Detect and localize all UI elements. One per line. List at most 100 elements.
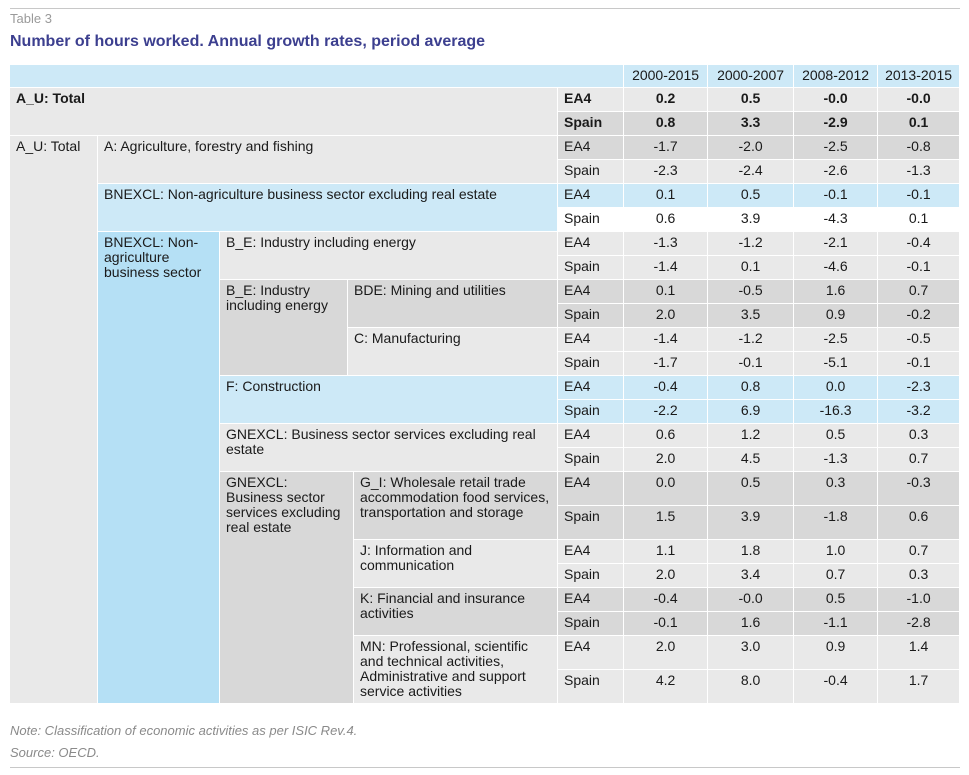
region-cell: Spain [558,208,625,232]
value-cell: -0.3 [878,472,961,506]
region-cell: EA4 [558,184,625,208]
value-cell: -0.5 [708,280,795,304]
value-cell: 0.7 [878,448,961,472]
table-row: BNEXCL: Non-agriculture business sector … [10,184,961,232]
value-cell: 1.7 [878,670,961,704]
value-cell: 1.1 [624,540,709,564]
region-cell: Spain [558,352,625,376]
region-cell: Spain [558,506,625,540]
value-cell: 0.1 [624,280,709,304]
value-cell: 3.5 [708,304,795,328]
table-title: Number of hours worked. Annual growth ra… [10,33,486,50]
region-cell: EA4 [558,328,625,352]
value-cell: 0.5 [708,184,795,208]
table-row: MN: Professional, scientific and technic… [10,636,961,704]
region-cell: EA4 [558,424,625,448]
value-cell: 0.3 [794,472,879,506]
table-row: K: Financial and insurance activities EA… [10,588,961,636]
value-cell: 0.1 [878,112,961,136]
value-cell: -0.1 [794,184,879,208]
column-header: 2013-2015 [878,65,961,88]
region-cell: Spain [558,612,625,636]
value-cell: -1.7 [624,352,709,376]
value-cell: -0.2 [878,304,961,328]
value-cell: -2.3 [878,376,961,400]
value-cell: -1.3 [794,448,879,472]
value-cell: 0.7 [794,564,879,588]
value-cell: 2.0 [624,448,709,472]
row-label-gnexcl: GNEXCL: Business sector services excludi… [220,424,558,472]
value-cell: -2.8 [878,612,961,636]
region-cell: EA4 [558,588,625,612]
value-cell: -0.1 [878,352,961,376]
row-label-a-u-total-outer: A_U: Total [10,136,98,704]
value-cell: 6.9 [708,400,795,424]
region-cell: EA4 [558,232,625,256]
value-cell: 0.7 [878,280,961,304]
value-cell: 0.5 [708,88,795,112]
value-cell: -0.0 [708,588,795,612]
region-cell: EA4 [558,472,625,506]
region-cell: EA4 [558,376,625,400]
value-cell: 0.2 [624,88,709,112]
table-row: F: Construction EA4 -0.4 0.8 0.0 -2.3 [10,376,961,424]
table-row: A_U: Total A: Agriculture, forestry and … [10,136,961,704]
value-cell: 1.4 [878,636,961,670]
value-cell: 4.2 [624,670,709,704]
table-row: A_U: Total EA4 0.2 0.5 -0.0 -0.0 [10,88,961,136]
value-cell: -0.1 [708,352,795,376]
value-cell: 0.5 [708,472,795,506]
region-cell: Spain [558,448,625,472]
value-cell: 2.0 [624,304,709,328]
value-cell: -0.1 [878,184,961,208]
row-label-bde: BDE: Mining and utilities [348,280,558,328]
region-cell: Spain [558,564,625,588]
value-cell: -1.4 [624,256,709,280]
value-cell: -0.8 [878,136,961,160]
value-cell: 1.5 [624,506,709,540]
region-cell: EA4 [558,540,625,564]
value-cell: 0.8 [708,376,795,400]
row-label-information: J: Information and communication [354,540,558,588]
value-cell: 0.3 [878,424,961,448]
row-label-b-e-group: B_E: Industry including energy [220,280,348,376]
row-label-b-e: B_E: Industry including energy [220,232,558,280]
table-row: GNEXCL: Business sector services excludi… [10,424,961,472]
row-label-bnexcl-group: BNEXCL: Non-agriculture business sector [98,232,220,704]
value-cell: -16.3 [794,400,879,424]
value-cell: 0.5 [794,588,879,612]
value-cell: 0.3 [878,564,961,588]
value-cell: -4.3 [794,208,879,232]
table-caption: Table 3 [10,11,52,26]
value-cell: -0.4 [624,588,709,612]
value-cell: 0.7 [878,540,961,564]
region-cell: Spain [558,400,625,424]
value-cell: -2.0 [708,136,795,160]
value-cell: 1.6 [708,612,795,636]
table-row: Spain -1.7 -0.1 -5.1 -0.1 [10,352,961,376]
value-cell: -1.3 [878,160,961,184]
top-rule [10,8,960,9]
row-label-construction: F: Construction [220,376,558,424]
value-cell: 3.9 [708,208,795,232]
value-cell: 0.9 [794,636,879,670]
value-cell: -0.4 [794,670,879,704]
table-source: Source: OECD. [10,745,100,760]
table-row: BNEXCL: Non-agriculture business sector … [10,232,961,704]
table-note: Note: Classification of economic activit… [10,723,358,738]
value-cell: 3.3 [708,112,795,136]
region-cell: EA4 [558,88,625,112]
row-label-agriculture: A: Agriculture, forestry and fishing [98,136,558,184]
value-cell: 0.1 [624,184,709,208]
value-cell: 0.1 [878,208,961,232]
value-cell: -0.5 [878,328,961,352]
column-header: 2000-2015 [624,65,709,88]
column-header: 2000-2007 [708,65,795,88]
row-label-bnexcl: BNEXCL: Non-agriculture business sector … [98,184,558,232]
value-cell: 0.9 [794,304,879,328]
value-cell: 2.0 [624,564,709,588]
value-cell: -0.1 [624,612,709,636]
value-cell: 1.6 [794,280,879,304]
value-cell: -2.5 [794,136,879,160]
region-cell: Spain [558,304,625,328]
